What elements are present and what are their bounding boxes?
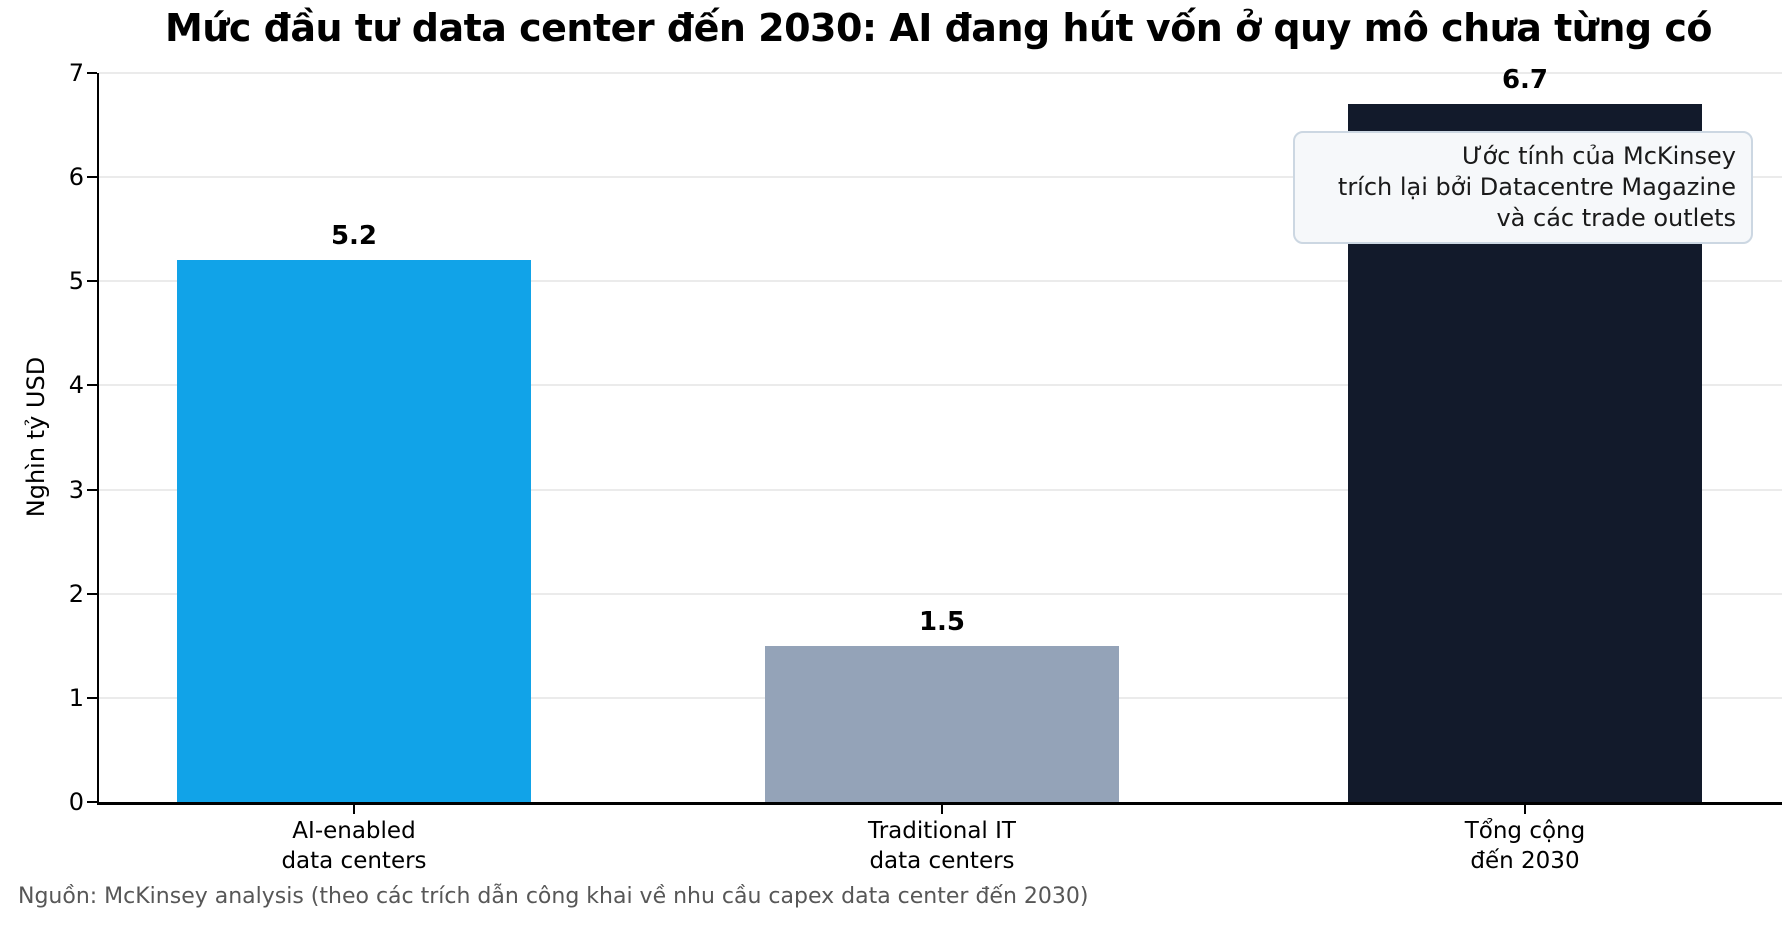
y-tick-label: 6 — [68, 163, 84, 192]
annotation-box: Ước tính của McKinsey trích lại bởi Data… — [1293, 131, 1753, 244]
y-tick-label: 2 — [68, 579, 84, 608]
x-tick-mark — [941, 805, 943, 814]
annotation-line: Ước tính của McKinsey — [1462, 142, 1736, 170]
y-tick-mark — [87, 592, 97, 595]
y-tick-mark — [87, 280, 97, 283]
x-axis-category-line: Traditional IT — [868, 818, 1016, 844]
y-tick-label: 7 — [68, 59, 84, 87]
y-tick-mark — [87, 488, 97, 491]
chart-title: Mức đầu tư data center đến 2030: AI đang… — [165, 6, 1712, 50]
bar — [177, 260, 531, 802]
y-tick-label: 3 — [68, 475, 84, 504]
y-tick-label: 1 — [68, 683, 84, 712]
y-tick-label: 5 — [68, 267, 84, 296]
y-tick-mark — [87, 384, 97, 387]
y-tick-label: 4 — [68, 371, 84, 400]
bar-value-label: 5.2 — [330, 221, 378, 252]
bar-value-label: 1.5 — [918, 606, 966, 637]
gridline — [99, 176, 1782, 179]
x-axis-category-line: AI-enabled — [292, 818, 416, 844]
gridline — [99, 488, 1782, 491]
annotation-line: và các trade outlets — [1496, 204, 1736, 232]
x-axis-category-line: data centers — [869, 848, 1015, 874]
x-axis-category-line: đến 2030 — [1470, 848, 1580, 874]
y-tick-mark — [87, 696, 97, 699]
x-axis-category-label: Tổng cộng đến 2030 — [1345, 816, 1705, 876]
y-tick-label: 0 — [68, 788, 84, 816]
y-tick-mark — [87, 72, 97, 74]
gridline — [99, 280, 1782, 283]
gridline — [99, 384, 1782, 387]
y-tick-mark — [87, 801, 97, 803]
x-axis-category-line: Tổng cộng — [1464, 818, 1586, 844]
annotation-line: trích lại bởi Datacentre Magazine — [1337, 173, 1736, 201]
bar — [765, 645, 1119, 802]
x-tick-mark — [353, 805, 355, 814]
bar-value-label: 6.7 — [1501, 65, 1549, 96]
x-axis-category-label: Traditional IT data centers — [762, 816, 1122, 876]
gridline — [99, 72, 1782, 74]
source-note: Nguồn: McKinsey analysis (theo các trích… — [18, 884, 1089, 909]
y-axis-tick-labels: 0 1 2 3 4 5 6 7 — [0, 59, 84, 816]
y-tick-mark — [87, 176, 97, 179]
x-axis-category-label: AI-enabled data centers — [174, 816, 534, 876]
gridline — [99, 592, 1782, 595]
x-tick-mark — [1524, 805, 1526, 814]
x-axis-category-line: data centers — [281, 848, 427, 874]
